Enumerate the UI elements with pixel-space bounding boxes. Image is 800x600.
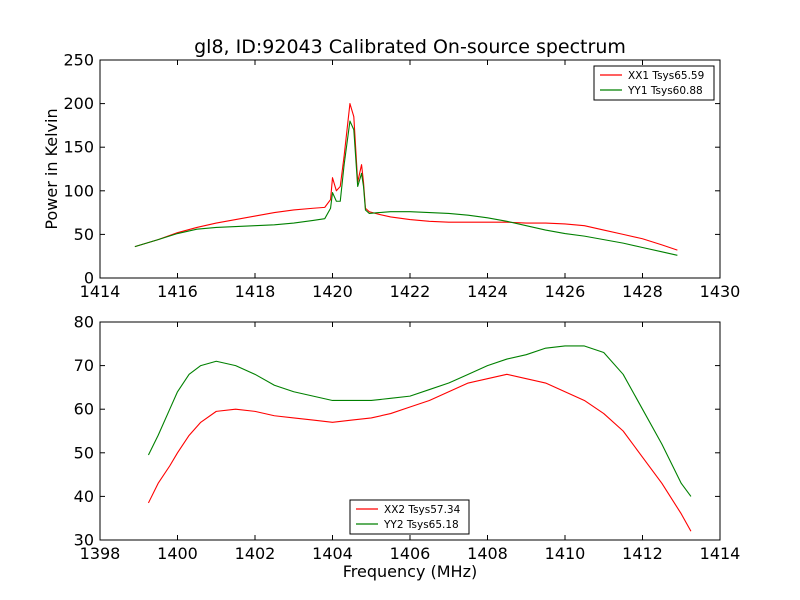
top-chart-legend-label: YY1 Tsys60.88: [627, 85, 703, 97]
top-chart-x-tick-label: 1420: [312, 282, 353, 301]
bottom-chart-legend-box: [349, 499, 470, 535]
top-chart-x-tick-label: 1418: [235, 282, 276, 301]
top-chart-y-tick-label: 50: [74, 225, 94, 244]
top-chart-title: gl8, ID:92043 Calibrated On-source spect…: [194, 36, 626, 58]
bottom-chart-x-tick-label: 1406: [390, 544, 431, 563]
top-chart-x-tick-label: 1416: [157, 282, 198, 301]
top-chart-y-tick-label: 100: [63, 181, 94, 200]
top-chart-series-line-2: [134, 120, 678, 256]
bottom-chart-x-axis-label: Frequency (MHz): [343, 562, 477, 581]
bottom-chart-y-tick-label: 80: [74, 313, 94, 332]
top-chart-y-tick-label: 200: [63, 94, 94, 113]
top-chart-y-tick-label: 0: [84, 269, 94, 288]
bottom-chart-x-tick-label: 1404: [312, 544, 353, 563]
top-chart-y-tick-label: 150: [63, 138, 94, 157]
bottom-chart-y-tick-label: 70: [74, 356, 94, 375]
top-chart-legend-label: XX1 Tsys65.59: [628, 70, 704, 82]
top-chart-x-tick-label: 1428: [622, 282, 663, 301]
bottom-chart-y-tick-label: 40: [74, 487, 94, 506]
top-chart-x-tick-label: 1426: [545, 282, 586, 301]
bottom-chart-legend-label: XX2 Tsys57.34: [384, 504, 461, 516]
bottom-chart-legend-label: YY2 Tsys65.18: [383, 519, 459, 531]
bottom-chart-y-tick-label: 30: [74, 531, 94, 550]
top-chart-x-tick-label: 1414: [80, 282, 121, 301]
top-chart-plot-area: 1414 1416 1418 1420 1422 1424 1426 1428 1430 0 50 1…: [63, 51, 740, 302]
top-chart-y-tick-label: 250: [63, 51, 94, 70]
top-chart: gl8, ID:92043 Calibrated On-source spect…: [42, 36, 740, 301]
top-chart-x-tick-label: 1422: [390, 282, 431, 301]
bottom-chart-x-tick-label: 1408: [467, 544, 508, 563]
bottom-chart-x-tick-label: 1410: [545, 544, 586, 563]
bottom-chart-y-tick-label: 60: [74, 400, 94, 419]
bottom-chart-series-line-2: [147, 345, 692, 497]
top-chart-legend-box: [593, 65, 715, 101]
bottom-chart-series-line-1: [147, 373, 692, 532]
top-chart-x-tick-label: 1430: [700, 282, 741, 301]
bottom-chart-x-tick-label: 1402: [235, 544, 276, 563]
bottom-chart-legend: XX2 Tsys57.34 YY2 Tsys65.18: [349, 499, 470, 535]
top-chart-y-axis-label: Power in Kelvin: [42, 108, 61, 229]
bottom-chart-plot-area: 1398 1400 1402 1404 1406 1408 1410 1412 1414 30 40…: [74, 313, 741, 564]
bottom-chart-x-tick-label: 1414: [700, 544, 741, 563]
bottom-chart-y-tick-label: 50: [74, 443, 94, 462]
bottom-chart-x-tick-label: 1400: [157, 544, 198, 563]
bottom-chart: Frequency (MHz) 1398 1400 1402 1404 1406 1408…: [74, 313, 741, 582]
top-chart-legend: XX1 Tsys65.59 YY1 Tsys60.88: [593, 65, 715, 101]
bottom-chart-x-tick-label: 1412: [622, 544, 663, 563]
top-chart-series-line-1: [134, 103, 678, 251]
top-chart-x-tick-label: 1424: [467, 282, 508, 301]
bottom-chart-x-tick-label: 1398: [80, 544, 121, 563]
